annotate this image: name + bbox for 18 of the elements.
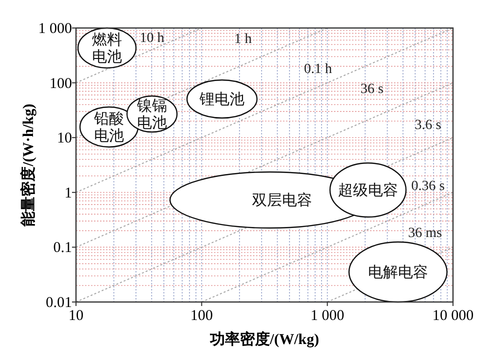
y-tick-label: 100	[50, 76, 72, 92]
x-tick-label: 1 000	[310, 308, 344, 324]
annotation: 锂电池	[198, 91, 244, 108]
y-tick-label: 1 000	[38, 21, 72, 37]
x-axis-title: 功率密度/(W/kg)	[208, 330, 320, 348]
annotation: 电解电容	[368, 264, 428, 281]
y-tick-label: 10	[57, 130, 72, 147]
x-tick-label: 100	[190, 308, 213, 324]
annotation: 铅酸电池	[93, 110, 124, 144]
x-tick-label: 10 000	[432, 308, 474, 324]
y-tick-label: 1	[64, 185, 72, 202]
annotation: 燃料电池	[92, 32, 122, 66]
annotation: 镍镉电池	[136, 98, 167, 132]
y-tick-label: 0.01	[46, 295, 72, 311]
y-tick-label: 0.1	[53, 240, 72, 256]
annotation: 双层电容	[252, 192, 312, 209]
y-axis-title: 能量密度/(W·h/kg)	[19, 104, 37, 226]
x-tick-label: 10	[68, 308, 84, 324]
